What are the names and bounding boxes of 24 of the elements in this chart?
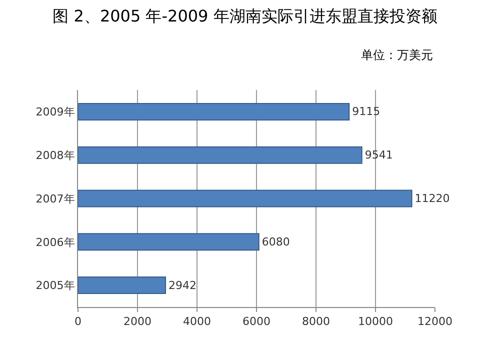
data-label: 6080	[262, 235, 290, 248]
x-tick-label: 8000	[302, 315, 330, 328]
data-label: 9115	[352, 105, 380, 118]
data-label: 9541	[364, 148, 393, 162]
bar	[78, 146, 362, 164]
data-label: 11220	[414, 192, 450, 205]
chart-title: 图 2、2005 年-2009 年湖南实际引进东盟直接投资额	[52, 6, 438, 26]
y-tick-label: 2008年	[36, 148, 75, 162]
bar	[78, 190, 412, 208]
x-tick-label: 12000	[418, 315, 452, 328]
y-tick-label: 2007年	[36, 192, 75, 206]
bar	[78, 233, 260, 251]
x-tick-label: 2000	[124, 315, 152, 328]
x-tick-label: 6000	[242, 315, 270, 328]
x-tick-label: 10000	[358, 315, 393, 328]
bar	[78, 276, 166, 294]
y-tick-label: 2009年	[36, 106, 75, 119]
x-tick-label: 4000	[183, 315, 211, 328]
data-label: 2942	[168, 278, 197, 292]
y-tick-label: 2005年	[36, 279, 75, 292]
x-tick-label: 0	[74, 315, 82, 328]
bar	[78, 102, 350, 120]
text: 单位：万美元	[361, 48, 433, 62]
y-tick-label: 2006年	[36, 236, 75, 249]
